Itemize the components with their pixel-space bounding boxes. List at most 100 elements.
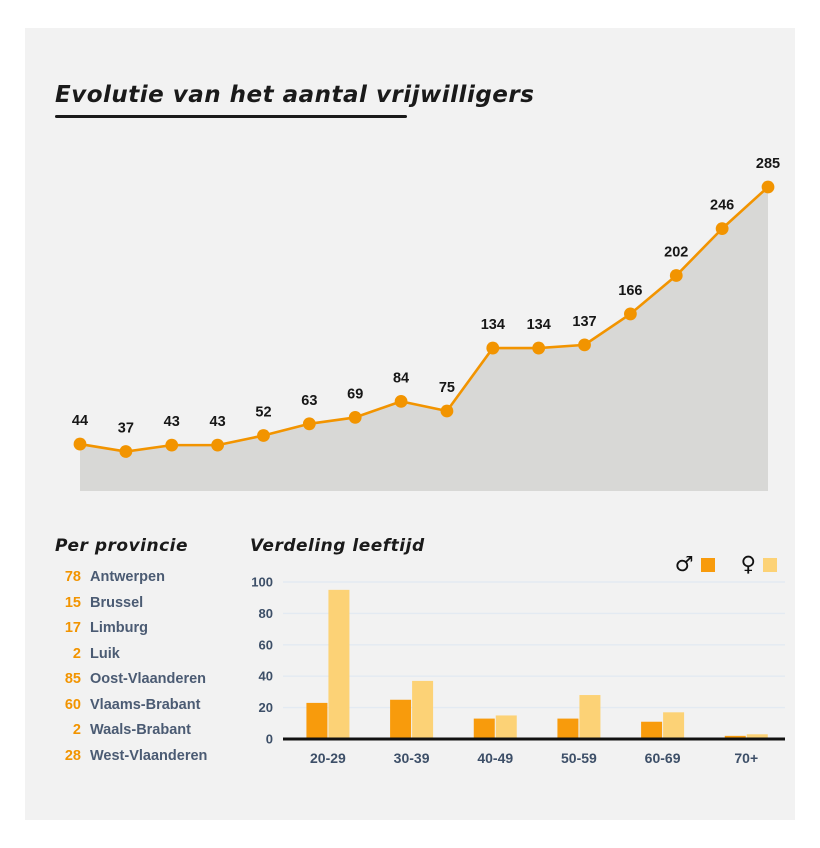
bar-x-tick-label: 30-39: [394, 750, 430, 766]
province-count: 17: [64, 620, 81, 636]
line-data-point: [715, 222, 729, 236]
legend-item: ♂: [675, 554, 715, 575]
bar-x-tick-label: 50-59: [561, 750, 597, 766]
female-symbol-icon: ♀: [740, 552, 756, 576]
province-row: 28 West-Vlaanderen: [49, 748, 229, 774]
province-name: Brussel: [90, 594, 144, 611]
province-count: 85: [64, 671, 81, 687]
province-name: West-Vlaanderen: [90, 747, 208, 764]
province-name: Limburg: [90, 620, 148, 636]
bar-segment: [390, 699, 412, 739]
bar-x-tick-label: 70+: [734, 750, 758, 766]
bar-y-tick-label: 40: [259, 669, 273, 684]
line-chart-line: [78, 185, 770, 453]
line-chart-area-fill: [80, 187, 768, 491]
bar-chart-x-tick-labels: 20-29 30-39 40-49 50-59 60-69 70+: [310, 750, 758, 766]
bar-segment: [663, 712, 685, 739]
bar-segment: [724, 735, 746, 739]
line-data-point: [348, 411, 362, 424]
province-name: Waals-Brabant: [90, 722, 191, 738]
province-name: Luik: [90, 645, 120, 662]
volunteers-line-chart: 44 37 43 43 52 63 69 84 75 134 134 137 166 202 246 285 …: [25, 73, 795, 513]
male-symbol-icon: ♂: [674, 552, 694, 576]
bar-segment: [328, 589, 350, 739]
province-count: 2: [72, 722, 81, 738]
line-value-label: 134: [527, 317, 551, 333]
province-row: 85 Oost-Vlaanderen: [49, 671, 229, 697]
line-value-label: 43: [164, 414, 180, 430]
bar-x-tick-label: 20-29: [310, 750, 346, 766]
bar-segment: [306, 702, 328, 739]
bar-segment: [495, 715, 517, 739]
line-data-point: [119, 445, 133, 458]
province-count: 15: [64, 594, 81, 611]
province-name: Antwerpen: [90, 569, 165, 585]
line-value-label: 134: [481, 317, 505, 333]
province-row: 15 Brussel: [49, 595, 229, 621]
province-name: Oost-Vlaanderen: [90, 671, 207, 687]
line-value-label: 37: [118, 421, 134, 437]
age-distribution-bar-chart: 0 20 40 60 80 100 20-29 30-39 40-49 50-59 60-69 70…: [235, 574, 795, 804]
line-data-point: [257, 429, 270, 442]
bar-chart-bars: [306, 589, 768, 739]
line-data-point: [532, 341, 546, 355]
bar-y-tick-label: 20: [259, 700, 273, 715]
province-count: 2: [72, 645, 81, 662]
bar-chart-y-tick-labels: 0 20 40 60 80 100: [251, 575, 273, 747]
infographic-card: Evolutie van het aantal vrijwilligers 44…: [25, 28, 795, 820]
line-data-point: [761, 180, 775, 194]
bar-segment: [557, 718, 579, 739]
line-area-fill: [80, 187, 768, 491]
province-count: 28: [64, 747, 81, 764]
bar-x-tick-label: 60-69: [645, 750, 681, 766]
bar-segment: [473, 718, 495, 739]
province-row: 60 Vlaams-Brabant: [49, 697, 229, 723]
legend-item: ♀: [741, 554, 777, 575]
bar-y-tick-label: 100: [251, 575, 273, 590]
line-value-label: 285: [756, 156, 780, 172]
line-data-point: [165, 438, 179, 452]
bar-y-tick-label: 0: [266, 732, 273, 747]
line-data-point: [624, 307, 637, 321]
line-data-point: [394, 395, 408, 408]
bar-segment: [412, 680, 434, 739]
line-value-label: 44: [72, 413, 88, 429]
line-value-label: 63: [301, 393, 317, 409]
province-row: 78 Antwerpen: [49, 569, 229, 595]
age-distribution-heading: Verdeling leeftijd: [250, 536, 425, 556]
bar-segment: [579, 695, 601, 739]
line-value-label: 202: [664, 245, 688, 261]
line-data-point: [302, 417, 316, 431]
province-row: 17 Limburg: [49, 620, 229, 646]
bar-x-tick-label: 40-49: [477, 750, 513, 766]
line-value-label: 84: [393, 370, 409, 386]
line-data-point: [578, 338, 591, 352]
title-underline: [55, 115, 407, 118]
line-value-label: 246: [710, 198, 734, 214]
line-chart-markers: [73, 180, 775, 458]
page-title: Evolutie van het aantal vrijwilligers: [55, 80, 534, 118]
legend-color-swatch: [763, 557, 777, 572]
province-count: 78: [64, 569, 81, 585]
line-value-label: 75: [439, 380, 455, 396]
bar-segment: [746, 734, 768, 739]
line-chart-value-labels: 44 37 43 43 52 63 69 84 75 134 134 137 166 202 246 285: [72, 156, 780, 437]
line-value-label: 52: [255, 405, 271, 421]
legend-color-swatch: [700, 557, 715, 572]
province-name: Vlaams-Brabant: [90, 696, 201, 713]
bar-y-tick-label: 80: [259, 606, 273, 621]
bar-chart-gridlines: [283, 581, 785, 709]
bar-segment: [641, 721, 663, 739]
bar-chart-svg: 0 20 40 60 80 100 20-29 30-39 40-49 50-59 60-69 70…: [251, 575, 785, 766]
line-data-point: [669, 269, 683, 282]
province-row: 2 Luik: [49, 646, 229, 672]
bar-y-tick-label: 60: [259, 637, 273, 652]
line-value-label: 166: [618, 283, 642, 299]
line-data-point: [211, 438, 225, 452]
province-list: 78 Antwerpen 15 Brussel 17 Limburg 2 Luik 85 Oost…: [49, 569, 229, 773]
gender-legend: ♂ ♀: [675, 554, 777, 575]
province-heading: Per provincie: [55, 536, 189, 556]
line-data-point: [73, 437, 87, 451]
bottom-section: Per provincie 78 Antwerpen 15 Brussel 17 Limb…: [25, 536, 795, 820]
